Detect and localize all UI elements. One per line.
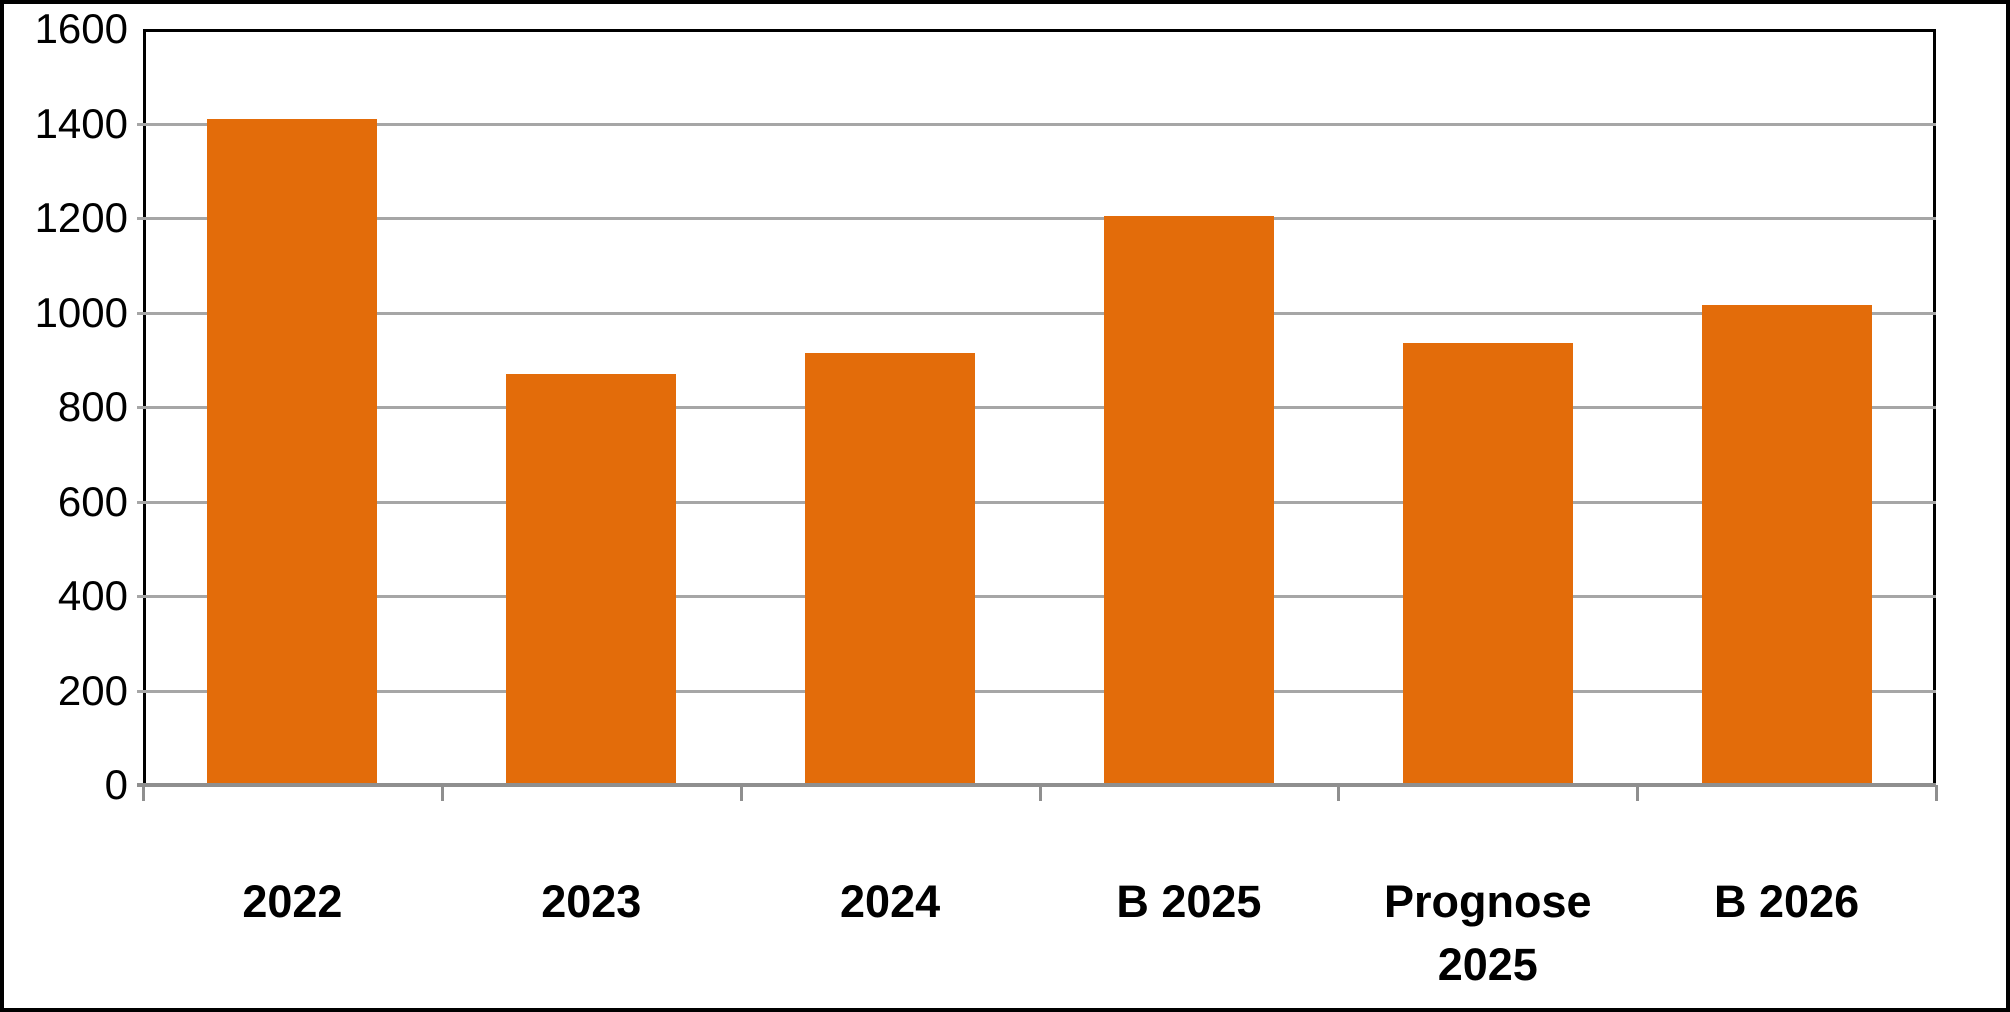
x-tick-mark <box>1935 785 1938 801</box>
y-tick-label: 1400 <box>34 99 128 147</box>
x-category-label: 2023 <box>541 876 642 927</box>
x-category-label: B 2026 <box>1714 876 1860 927</box>
y-tick-label: 0 <box>104 761 128 808</box>
bar-b-2025 <box>1104 216 1274 785</box>
x-tick-mark <box>441 785 444 801</box>
gridline <box>137 122 1936 126</box>
bar-prognose-2025 <box>1403 343 1573 785</box>
x-tick-mark <box>740 785 743 801</box>
y-tick-label: 600 <box>57 477 128 525</box>
x-category-label: Prognose 2025 <box>1383 876 1592 990</box>
x-tick-mark <box>1636 785 1639 801</box>
x-tick-mark <box>142 785 145 801</box>
gridline <box>137 500 1936 504</box>
x-tick-mark <box>1337 785 1340 801</box>
x-axis-line <box>137 783 1936 787</box>
gridline <box>137 689 1936 693</box>
y-tick-label: 800 <box>57 383 128 430</box>
y-tick-label: 1200 <box>34 194 128 241</box>
y-tick-label: 200 <box>57 666 128 714</box>
y-tick-label: 1600 <box>34 5 128 52</box>
gridline <box>137 595 1936 598</box>
gridline <box>137 217 1936 220</box>
gridline <box>137 311 1936 315</box>
gridline <box>137 406 1936 409</box>
x-tick-mark <box>1039 785 1042 801</box>
x-category-label: 2022 <box>242 876 343 927</box>
bar-2022 <box>207 119 377 785</box>
bar-b-2026 <box>1702 305 1872 785</box>
x-category-label: 2024 <box>840 876 941 927</box>
plot-area <box>137 29 1938 801</box>
y-tick-label: 1000 <box>34 288 128 336</box>
bar-2023 <box>506 374 676 785</box>
x-category-label: B 2025 <box>1116 876 1262 927</box>
bar-2024 <box>805 353 975 785</box>
plot-frame-top <box>143 29 1936 32</box>
y-tick-label: 400 <box>57 572 128 619</box>
